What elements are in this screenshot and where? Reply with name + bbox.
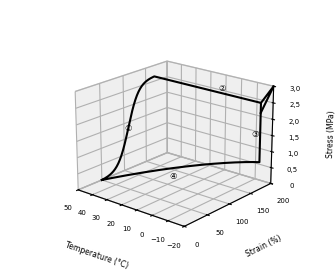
Y-axis label: Strain (%): Strain (%) [245, 233, 283, 258]
X-axis label: Temperature (°C): Temperature (°C) [65, 241, 130, 271]
